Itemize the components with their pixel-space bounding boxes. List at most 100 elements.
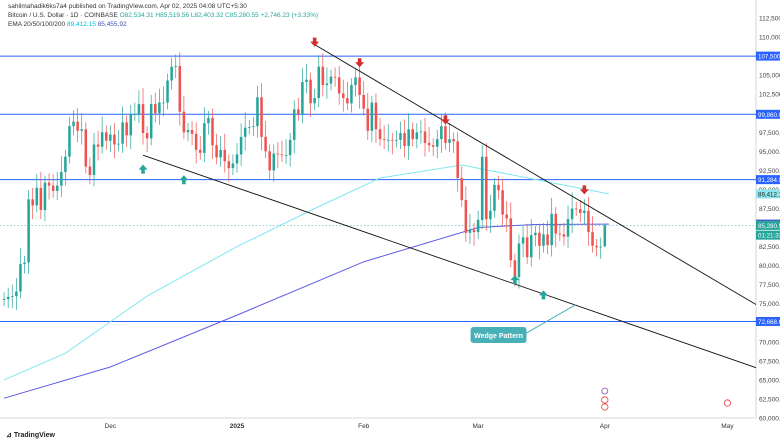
candle-body [190,130,194,134]
candle-body [72,121,75,127]
candle-body [207,117,210,124]
candle-body [243,127,247,137]
candle-body [509,218,513,261]
candle-body [374,102,378,130]
candle-body [145,133,149,139]
candle-body [529,235,533,258]
tradingview-logo-icon: ⊿ [6,432,12,439]
candle-body [182,111,186,133]
candle-body [47,182,51,186]
candle-body [350,85,353,104]
candle-body [305,79,308,82]
wedge-pattern-label: Wedge Pattern [474,333,523,340]
candle-body [399,133,402,140]
up-arrow-marker-icon [179,175,189,185]
price-tag-level [756,175,780,185]
y-tick-label: 95,000.00 [759,149,780,156]
candle-body [109,134,112,141]
y-tick-label: 70,000.00 [759,339,780,346]
candle-body [468,229,472,233]
symbol-line: Bitcoin / U.S. Dollar · 1D · COINBASE O8… [8,12,318,19]
candle-body [411,129,414,140]
candle-body [493,184,496,211]
candle-body [84,129,88,167]
candle-body [521,237,525,244]
candle-body [284,155,288,156]
candle-body [452,139,455,142]
candle-body [178,66,182,112]
candle-body [141,104,145,134]
candle-body [362,94,365,109]
down-arrow-marker-icon [355,58,365,68]
candle-body [431,145,435,147]
ema-label: EMA 20/50/100/200 [8,21,66,28]
price-tag-level [756,316,780,326]
tradingview-label: TradingView [13,432,55,439]
y-tick-label: 60,000.00 [759,416,780,423]
candle-body [260,97,263,137]
candle-body [235,154,239,164]
candle-body [378,129,382,140]
candle-body [227,161,231,169]
y-tick-label: 80,000.00 [759,263,780,270]
candle-body [194,133,198,150]
candle-body [68,126,71,157]
candle-body [31,199,34,206]
candle-body [158,102,161,114]
y-tick-label: 75,000.00 [759,301,780,308]
candle-body [268,151,271,171]
candle-body [460,178,464,201]
candle-body [480,156,484,220]
down-arrow-marker-icon [440,115,450,125]
price-tag-label: 01:21:33 [758,233,780,240]
candle-body [223,149,227,162]
candle-body [51,185,55,191]
candle-body [476,219,480,233]
x-tick-label: Feb [358,423,370,430]
y-tick-label: 87,500.00 [759,206,780,213]
up-arrow-marker-icon [539,290,549,300]
candle-body [587,210,590,233]
ema-value-1: 89,412.15 [66,21,96,28]
candle-body [321,66,325,86]
ema-legend[interactable]: EMA 20/50/100/200 89,412.15 85,455.92 [8,21,127,28]
candle-body [100,132,104,147]
candle-body [342,93,345,98]
candle-body [485,156,488,220]
candle-body [27,199,30,263]
candle-body [264,136,267,152]
candle-body [104,132,108,141]
candle-body [570,208,574,220]
candle-body [88,166,92,175]
candle-body [292,109,296,140]
candle-body [583,210,586,214]
candle-body [198,149,202,153]
candle-body [256,97,259,127]
ema-100-line [3,164,609,381]
down-arrow-marker-icon [579,185,589,195]
candle-body [186,130,190,133]
candle-body [329,76,333,84]
candle-body [10,296,14,297]
candle-body [366,108,370,131]
ohlc-values: O82,534.31 H85,519.56 L82,403.32 C85,280… [119,12,319,19]
wedge-pattern-pointer [526,304,577,334]
candle-body [166,80,169,103]
candle-body [337,77,341,94]
price-tag-label: 89,412.15 [758,191,780,198]
event-flag-icon [601,396,609,404]
candle-body [35,187,39,206]
candle-body [591,232,594,246]
candle-body [239,136,243,155]
candle-body [423,131,427,143]
candle-body [395,139,398,141]
candle-body [427,142,431,146]
candle-body [280,154,284,156]
candle-body [403,133,406,146]
candle-body [313,98,316,104]
event-flag-icon [723,399,731,407]
event-flag-icon [601,387,609,395]
candle-body [133,114,137,115]
tradingview-brand[interactable]: ⊿ TradingView [6,431,55,439]
